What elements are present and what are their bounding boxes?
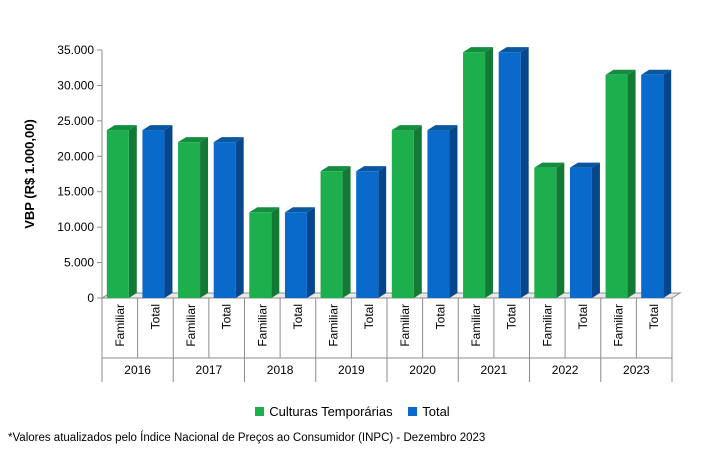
bar-2020-familiar	[391, 130, 414, 298]
bar-2023-total-top	[641, 69, 672, 75]
bar-2018-total-top	[284, 207, 315, 213]
x-sub-label: Total	[433, 304, 447, 329]
bar-2023-familiar-side	[627, 69, 636, 298]
bar-2018-familiar-side	[271, 207, 280, 298]
bar-2021-total-top	[498, 47, 529, 53]
bar-2022-total	[569, 167, 592, 298]
bar-2016-total-top	[142, 125, 173, 131]
legend-label-total: Total	[422, 404, 450, 419]
x-year-label: 2016	[124, 363, 151, 377]
bar-2017-familiar-top	[178, 137, 209, 143]
bar-2017-familiar-side	[200, 137, 209, 298]
x-sub-label: Total	[576, 304, 590, 329]
bar-2019-familiar	[320, 171, 343, 298]
x-year-label: 2017	[196, 363, 223, 377]
bar-2021-familiar-top	[463, 47, 494, 53]
y-tick-label: 15.000	[57, 185, 94, 199]
bar-2021-total	[498, 52, 521, 298]
bar-2023-total-side	[663, 69, 672, 298]
bar-2017-total-side	[235, 137, 244, 298]
bar-2018-familiar-top	[249, 207, 280, 213]
y-tick-label: 20.000	[57, 149, 94, 163]
legend-swatch-total	[408, 407, 418, 416]
bar-2023-total	[641, 74, 664, 298]
bar-2021-total-side	[520, 47, 529, 298]
bar-2020-total-side	[449, 125, 458, 298]
bar-2020-total	[427, 130, 450, 298]
x-sub-label: Total	[291, 304, 305, 329]
x-sub-label: Familiar	[540, 304, 554, 347]
y-tick-label: 30.000	[57, 78, 94, 92]
x-sub-label: Familiar	[113, 304, 127, 347]
chart-svg: 0 5.000 10.000 15.000 20.000 25.000 30.000 35.0…	[22, 43, 682, 382]
y-tick-label: 10.000	[57, 220, 94, 234]
x-year-label: 2018	[267, 363, 294, 377]
bar-2019-total-side	[378, 166, 387, 298]
bar-2016-total	[142, 130, 165, 298]
bar-2019-total	[356, 171, 379, 298]
bar-2022-total-side	[591, 162, 600, 298]
y-tick-label: 5.000	[64, 256, 94, 270]
x-sub-label: Total	[220, 304, 234, 329]
bar-2021-familiar	[463, 52, 486, 298]
bar-2023-familiar	[605, 74, 628, 298]
bar-2020-familiar-top	[391, 125, 422, 131]
x-year-label: 2022	[552, 363, 579, 377]
bar-2021-familiar-side	[485, 47, 494, 298]
bar-2018-total-side	[306, 207, 315, 298]
bar-2022-familiar-top	[534, 162, 565, 168]
bar-2022-familiar	[534, 167, 557, 298]
x-year-label: 2020	[409, 363, 436, 377]
bar-2019-total-top	[356, 166, 387, 172]
footnote: *Valores atualizados pelo Índice Naciona…	[8, 432, 486, 444]
bar-2017-total	[213, 142, 236, 298]
bar-2020-total-top	[427, 125, 458, 131]
bar-2019-familiar-side	[342, 166, 351, 298]
bar-2017-familiar	[178, 142, 201, 298]
legend-label-culturas: Culturas Temporárias	[269, 404, 393, 419]
bar-2022-familiar-side	[556, 162, 565, 298]
x-sub-label: Familiar	[469, 304, 483, 347]
bar-2016-familiar-side	[128, 125, 137, 298]
x-sub-label: Total	[505, 304, 519, 329]
y-tick-label: 25.000	[57, 114, 94, 128]
y-axis-title: VBP (R$ 1.000,00)	[22, 119, 37, 229]
x-sub-label: Total	[362, 304, 376, 329]
bar-2018-total	[284, 212, 307, 298]
x-sub-label: Familiar	[398, 304, 412, 347]
bar-2018-familiar	[249, 212, 272, 298]
legend-swatch-culturas	[255, 407, 265, 416]
y-tick-label: 0	[87, 291, 94, 305]
bar-2019-familiar-top	[320, 166, 351, 172]
x-sub-label: Familiar	[184, 304, 198, 347]
legend-item-total: Total	[408, 404, 450, 419]
bar-2016-total-side	[164, 125, 173, 298]
legend: Culturas Temporárias Total	[0, 404, 705, 419]
x-sub-label: Familiar	[327, 304, 341, 347]
x-year-label: 2023	[623, 363, 650, 377]
bar-2016-familiar-top	[106, 125, 137, 131]
x-sub-label: Familiar	[612, 304, 626, 347]
bar-2022-total-top	[569, 162, 600, 168]
x-sub-label: Familiar	[255, 304, 269, 347]
bar-2016-familiar	[106, 130, 129, 298]
x-sub-label: Total	[148, 304, 162, 329]
legend-item-culturas: Culturas Temporárias	[255, 404, 393, 419]
bar-2017-total-top	[213, 137, 244, 143]
y-tick-label: 35.000	[57, 43, 94, 57]
x-sub-label: Total	[647, 304, 661, 329]
bar-2023-familiar-top	[605, 69, 636, 75]
x-year-label: 2021	[481, 363, 508, 377]
x-year-label: 2019	[338, 363, 365, 377]
bar-2020-familiar-side	[413, 125, 422, 298]
